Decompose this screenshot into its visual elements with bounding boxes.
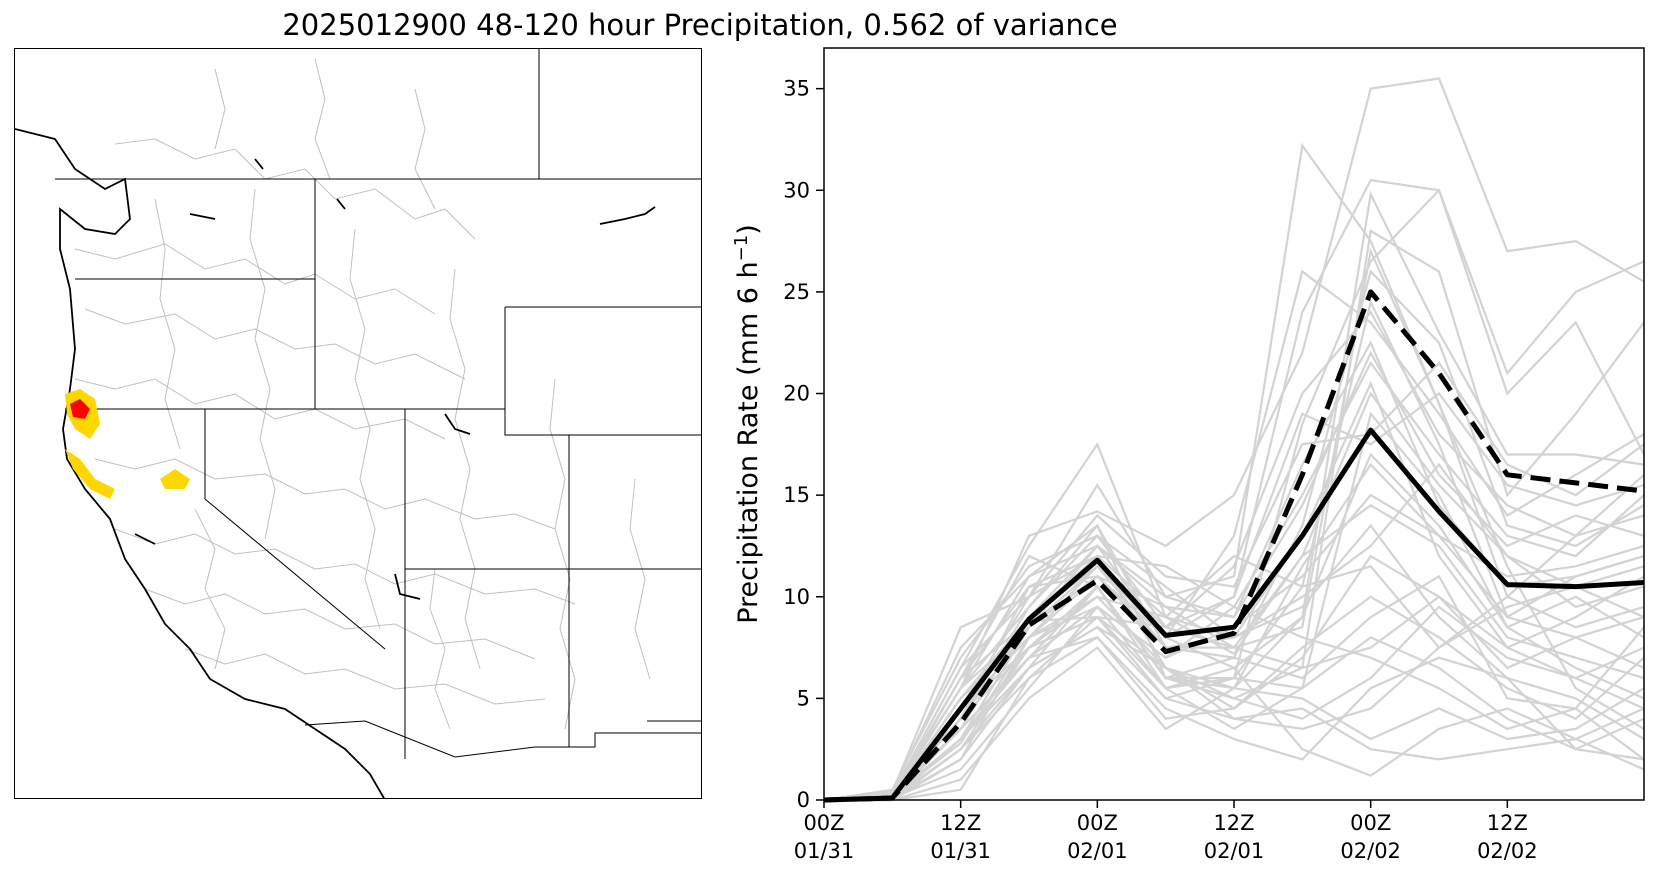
ensemble-member-line-35 <box>823 595 1645 802</box>
ensemble-member-line-34 <box>823 269 1645 802</box>
y-tick-label: 25 <box>783 280 810 304</box>
x-tick-label-date: 02/01 <box>1067 839 1128 863</box>
x-tick-label-hour: 12Z <box>1213 811 1254 835</box>
coastline <box>15 128 656 798</box>
ensemble-member-line-28 <box>823 310 1645 802</box>
x-tick-label-hour: 12Z <box>1487 811 1528 835</box>
y-tick-label: 35 <box>783 77 810 101</box>
x-tick-label-hour: 00Z <box>1350 811 1391 835</box>
ensemble-members <box>823 77 1645 802</box>
map-svg <box>15 49 701 798</box>
figure-title: 2025012900 48-120 hour Precipitation, 0.… <box>282 8 1118 42</box>
y-tick-label: 0 <box>797 788 810 812</box>
dashed-series-line <box>823 289 1645 803</box>
x-tick-label-date: 02/02 <box>1340 839 1401 863</box>
y-tick-label: 20 <box>783 382 810 406</box>
solid-series-line <box>823 427 1645 803</box>
basin-boundaries <box>74 58 651 730</box>
ensemble-member-line-30 <box>823 554 1645 802</box>
x-tick-label-date: 01/31 <box>794 839 855 863</box>
ensemble-member-line-38 <box>823 391 1645 802</box>
y-tick-label: 5 <box>797 686 810 710</box>
summary-series <box>823 289 1645 803</box>
precipitation-anomaly <box>65 389 190 499</box>
ensemble-member-line-29 <box>824 462 1645 802</box>
x-tick-label-date: 02/01 <box>1204 839 1265 863</box>
ensemble-member-line-7 <box>823 269 1645 802</box>
x-tick-label-date: 02/02 <box>1477 839 1538 863</box>
ensemble-member-line-37 <box>823 625 1645 802</box>
x-tick-label-hour: 00Z <box>803 811 844 835</box>
y-tick-label: 30 <box>783 178 810 202</box>
precipitation-map <box>14 48 702 799</box>
state-borders <box>55 49 701 759</box>
ensemble-member-line-33 <box>823 462 1645 802</box>
y-tick-label: 15 <box>783 483 810 507</box>
x-tick-label-hour: 00Z <box>1077 811 1118 835</box>
x-tick-label-hour: 12Z <box>940 811 981 835</box>
y-axis-label: Precipitation Rate (mm 6 h−1) <box>731 224 764 624</box>
y-tick-label: 10 <box>783 585 810 609</box>
y-axis-ticks: 0 5 10 15 20 25 30 35 <box>783 77 824 812</box>
x-axis-ticks: 00Z 01/31 12Z 01/31 00Z 02/01 12Z 02/01 00Z 02/02… <box>794 800 1538 863</box>
x-tick-label-date: 01/31 <box>930 839 991 863</box>
ensemble-member-line-31 <box>823 605 1645 802</box>
